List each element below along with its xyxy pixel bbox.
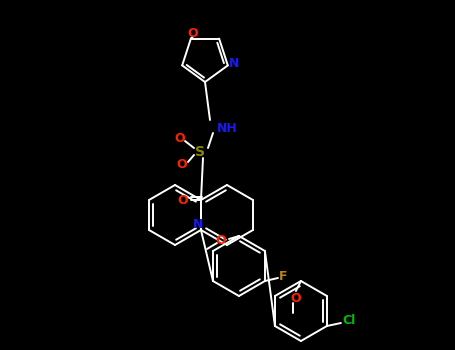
Text: O: O [177, 194, 188, 206]
Text: N: N [229, 57, 239, 70]
Text: Cl: Cl [342, 315, 355, 328]
Text: S: S [195, 145, 205, 159]
Text: NH: NH [217, 121, 238, 134]
Text: O: O [291, 293, 301, 306]
Text: O: O [175, 132, 185, 145]
Text: O: O [216, 234, 226, 247]
Text: F: F [279, 270, 287, 282]
Text: O: O [187, 27, 198, 40]
Text: N: N [193, 218, 203, 231]
Text: O: O [177, 158, 187, 170]
